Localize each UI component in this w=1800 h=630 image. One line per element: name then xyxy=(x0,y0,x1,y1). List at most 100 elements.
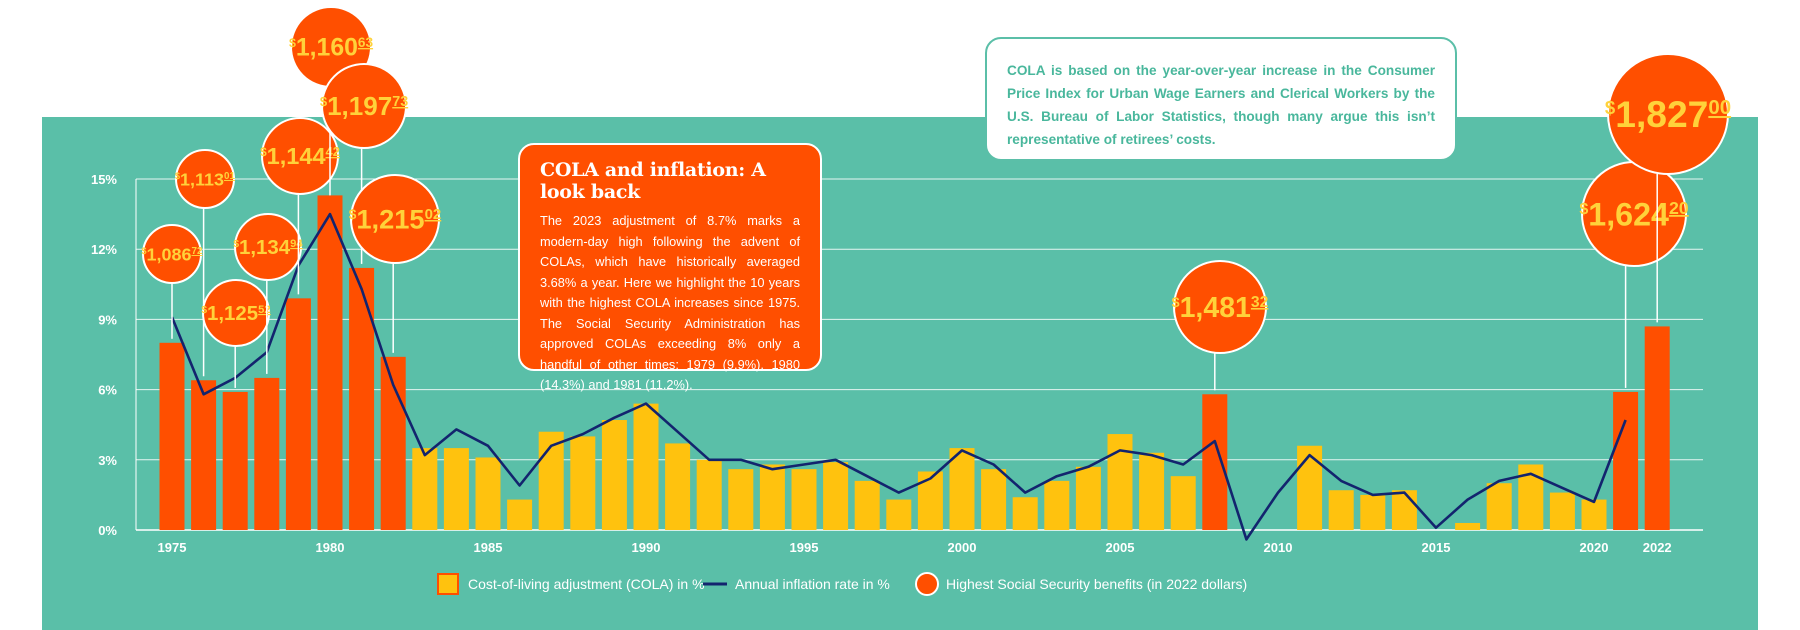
y-tick-label: 9% xyxy=(98,312,117,327)
y-axis-ticks: 0% 3% 6% 9% 12% 15% xyxy=(91,172,117,538)
benefit-dollars: 1,827 xyxy=(1615,93,1708,135)
legend-cola-swatch xyxy=(437,573,459,595)
benefit-bubble-label: $1,12552 xyxy=(201,302,270,325)
currency-symbol: $ xyxy=(1172,295,1180,311)
cola-bar xyxy=(633,403,659,530)
cola-bar xyxy=(1202,394,1228,530)
cola-bar xyxy=(1455,522,1481,530)
legend-benefit-label: Highest Social Security benefits (in 202… xyxy=(946,576,1247,592)
benefit-cents: 20 xyxy=(1669,198,1689,218)
cola-bar xyxy=(1012,497,1038,530)
cola-bar xyxy=(823,462,849,530)
y-tick-label: 0% xyxy=(98,523,117,538)
cola-bar xyxy=(191,380,217,530)
benefit-bubbles: $1,08672$1,11301$1,12552$1,13494$1,14442… xyxy=(142,6,1731,391)
benefit-bubble xyxy=(350,174,440,264)
cola-bar xyxy=(949,448,975,530)
currency-symbol: $ xyxy=(233,239,239,250)
y-tick-label: 15% xyxy=(91,172,117,187)
cola-bar xyxy=(317,195,343,530)
benefit-bubble xyxy=(142,224,202,284)
benefit-bubble-label: $1,19773 xyxy=(320,91,408,121)
cola-bar xyxy=(759,464,785,530)
currency-symbol: $ xyxy=(201,305,207,316)
currency-symbol: $ xyxy=(142,246,147,256)
x-tick-label: 2005 xyxy=(1106,540,1135,555)
x-tick-label: 1980 xyxy=(316,540,345,555)
benefit-dollars: 1,134 xyxy=(239,236,291,259)
x-tick-label: 1975 xyxy=(158,540,187,555)
cola-bar xyxy=(159,342,185,530)
y-tick-label: 6% xyxy=(98,383,117,398)
x-tick-label: 2000 xyxy=(948,540,977,555)
x-tick-label: 1990 xyxy=(632,540,661,555)
cola-bar xyxy=(1139,452,1165,530)
cola-bar xyxy=(1360,494,1386,530)
inflation-line-path xyxy=(170,212,1627,541)
benefit-bubble xyxy=(261,117,339,195)
benefit-bubble xyxy=(1173,260,1267,354)
cola-info-box: COLA and inflation: A look back The 2023… xyxy=(518,143,822,392)
currency-symbol: $ xyxy=(1605,97,1616,118)
currency-symbol: $ xyxy=(320,94,328,109)
cola-bar xyxy=(728,469,754,530)
cola-bar xyxy=(854,480,880,530)
x-tick-label: 2022 xyxy=(1643,540,1672,555)
x-tick-label: 2015 xyxy=(1422,540,1451,555)
cola-bar xyxy=(1391,490,1417,530)
cola-bar xyxy=(791,469,817,530)
note-box-body: COLA is based on the year-over-year incr… xyxy=(1007,63,1435,147)
benefit-dollars: 1,481 xyxy=(1180,292,1251,324)
benefit-bubble-label: $1,11301 xyxy=(175,169,235,189)
currency-symbol: $ xyxy=(175,171,180,181)
benefit-bubble-label: $1,08672 xyxy=(142,244,203,264)
x-tick-label: 1995 xyxy=(790,540,819,555)
x-axis-ticks: 1975 1980 1985 1990 1995 2000 2005 2010 2015 2020… xyxy=(158,540,1672,555)
cola-bar xyxy=(475,457,501,530)
benefit-dollars: 1,113 xyxy=(180,169,224,189)
cola-bar xyxy=(696,459,722,530)
benefit-cents: 72 xyxy=(191,246,202,257)
cola-bar xyxy=(1613,391,1639,530)
benefit-cents: 01 xyxy=(224,171,235,182)
cola-bar xyxy=(570,436,596,530)
benefit-bubble-label: $1,21502 xyxy=(349,204,442,235)
legend-cola-label: Cost-of-living adjustment (COLA) in % xyxy=(468,576,705,592)
cola-bar xyxy=(886,499,912,530)
info-box-title: COLA and inflation: A look back xyxy=(540,159,766,203)
cola-bar xyxy=(1297,445,1323,530)
benefit-cents: 73 xyxy=(392,94,408,110)
benefit-cents: 00 xyxy=(1708,96,1731,119)
cola-bar xyxy=(981,469,1007,530)
benefit-bubble-label: $1,16063 xyxy=(289,35,374,62)
benefit-dollars: 1,125 xyxy=(207,302,258,325)
cola-bar xyxy=(285,298,311,530)
benefit-bubble xyxy=(175,149,235,209)
benefit-dollars: 1,144 xyxy=(267,143,326,169)
x-tick-label: 2010 xyxy=(1264,540,1293,555)
benefit-bubble-label: $1,13494 xyxy=(233,236,303,259)
cola-bar xyxy=(601,420,627,530)
x-tick-label: 1985 xyxy=(474,540,503,555)
cola-bar xyxy=(412,448,438,530)
cola-bar xyxy=(1549,492,1575,530)
benefit-dollars: 1,215 xyxy=(356,204,424,235)
currency-symbol: $ xyxy=(260,146,267,159)
benefit-cents: 32 xyxy=(1251,294,1269,311)
benefit-dollars: 1,197 xyxy=(327,91,392,121)
currency-symbol: $ xyxy=(289,36,296,50)
cola-bar xyxy=(443,448,469,530)
cola-bars xyxy=(159,195,1670,530)
info-box-body: The 2023 adjustment of 8.7% marks a mode… xyxy=(540,213,800,392)
benefit-dollars: 1,160 xyxy=(296,35,358,62)
y-tick-label: 12% xyxy=(91,242,117,257)
benefit-cents: 42 xyxy=(326,144,340,159)
cola-bar xyxy=(222,391,248,530)
benefit-bubble-label: $1,62420 xyxy=(1579,196,1688,232)
cola-bar xyxy=(1486,483,1512,530)
y-tick-label: 3% xyxy=(98,453,117,468)
benefit-cents: 63 xyxy=(358,35,374,50)
cola-bar xyxy=(254,377,280,530)
cola-bar xyxy=(1107,434,1133,530)
